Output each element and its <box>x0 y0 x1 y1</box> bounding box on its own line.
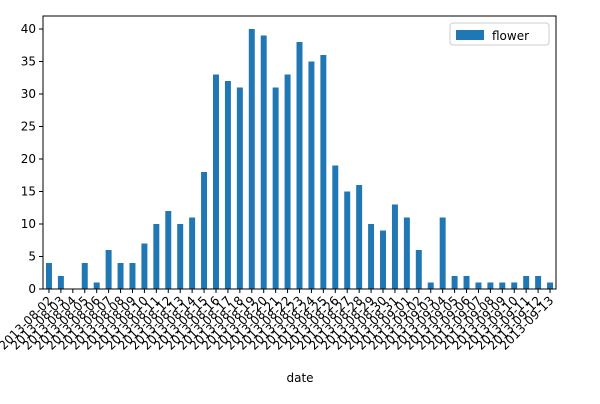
bar <box>296 42 303 289</box>
y-tick-label: 35 <box>21 55 36 69</box>
bar <box>427 282 434 289</box>
bar <box>511 282 518 289</box>
bar <box>224 81 231 289</box>
bar <box>475 282 482 289</box>
bar <box>165 211 172 289</box>
bar <box>272 87 279 289</box>
legend-label: flower <box>492 29 529 43</box>
bar <box>463 276 470 289</box>
bar <box>81 263 88 289</box>
bar <box>344 191 351 289</box>
bar <box>380 230 386 289</box>
bar <box>487 282 494 289</box>
y-tick-label: 0 <box>28 282 36 296</box>
bar <box>439 217 446 289</box>
y-tick-label: 25 <box>21 120 36 134</box>
bar <box>308 61 315 289</box>
y-tick-label: 10 <box>21 217 36 231</box>
bar <box>236 87 243 289</box>
bar <box>535 276 542 289</box>
bar <box>105 250 112 289</box>
axes-frame <box>42 15 557 290</box>
bar <box>213 74 219 289</box>
bar <box>57 276 64 289</box>
bar <box>189 217 196 289</box>
x-axis-label: date <box>286 371 313 385</box>
bar <box>45 263 52 289</box>
bar <box>177 224 184 289</box>
bar <box>356 185 363 289</box>
bar <box>153 224 160 289</box>
bar <box>332 165 339 289</box>
y-tick-label: 5 <box>28 250 36 264</box>
bar <box>403 217 410 289</box>
bar <box>368 224 375 289</box>
bar <box>93 282 100 289</box>
bar <box>117 263 124 289</box>
bar <box>415 250 422 289</box>
y-tick-label: 40 <box>21 22 36 36</box>
bar <box>260 35 267 289</box>
bar <box>391 204 398 289</box>
y-tick-label: 15 <box>21 185 36 199</box>
bar <box>129 263 136 289</box>
bar <box>499 282 506 289</box>
legend-swatch <box>456 30 484 40</box>
bar <box>451 276 458 289</box>
bar <box>523 276 530 289</box>
y-tick-label: 20 <box>21 152 36 166</box>
bar <box>284 74 291 289</box>
y-tick-label: 30 <box>21 87 36 101</box>
bar <box>201 172 208 289</box>
bar <box>320 55 327 289</box>
bar <box>141 243 148 289</box>
bar <box>547 282 554 289</box>
bar <box>248 29 255 289</box>
